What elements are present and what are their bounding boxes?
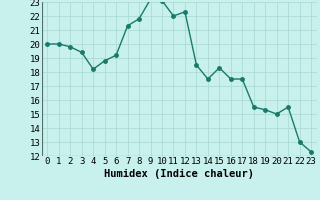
X-axis label: Humidex (Indice chaleur): Humidex (Indice chaleur): [104, 169, 254, 179]
